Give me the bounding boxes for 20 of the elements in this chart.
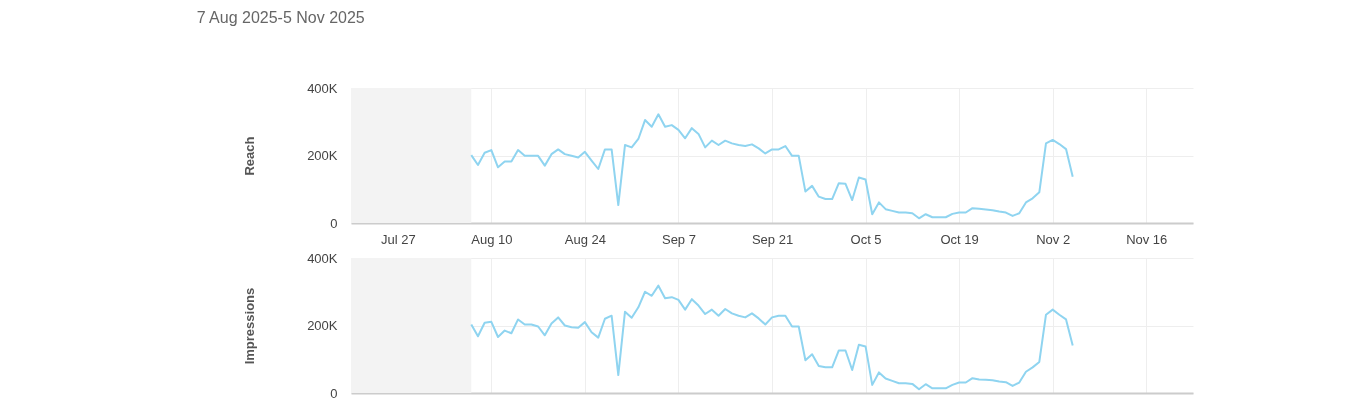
y-tick-label: 200K: [307, 318, 338, 333]
x-tick-label: Oct 19: [940, 231, 979, 247]
y-tick-label: 0: [330, 385, 338, 400]
x-tick-label: Sep 21: [751, 231, 794, 247]
y-tick-label: 400K: [307, 80, 338, 96]
x-tick-label: Oct 5: [850, 231, 882, 247]
x-tick-label: Nov 16: [1126, 231, 1168, 247]
line-series: [470, 284, 1074, 391]
x-tick-label: Jul 27: [380, 231, 416, 247]
y-axis-title: Impressions: [242, 287, 258, 365]
y-axis-title: Reach: [242, 136, 258, 176]
line-series: [470, 113, 1074, 220]
x-tick-label: Aug 10: [471, 231, 513, 247]
y-tick-label: 200K: [307, 148, 338, 163]
x-tick-label: Sep 7: [661, 231, 696, 247]
chart-title: 7 Aug 2025-5 Nov 2025: [196, 9, 365, 26]
y-tick-label: 0: [330, 215, 338, 231]
x-tick-label: Nov 2: [1036, 231, 1071, 247]
y-tick-label: 400K: [307, 250, 338, 266]
x-tick-label: Aug 24: [564, 231, 606, 247]
